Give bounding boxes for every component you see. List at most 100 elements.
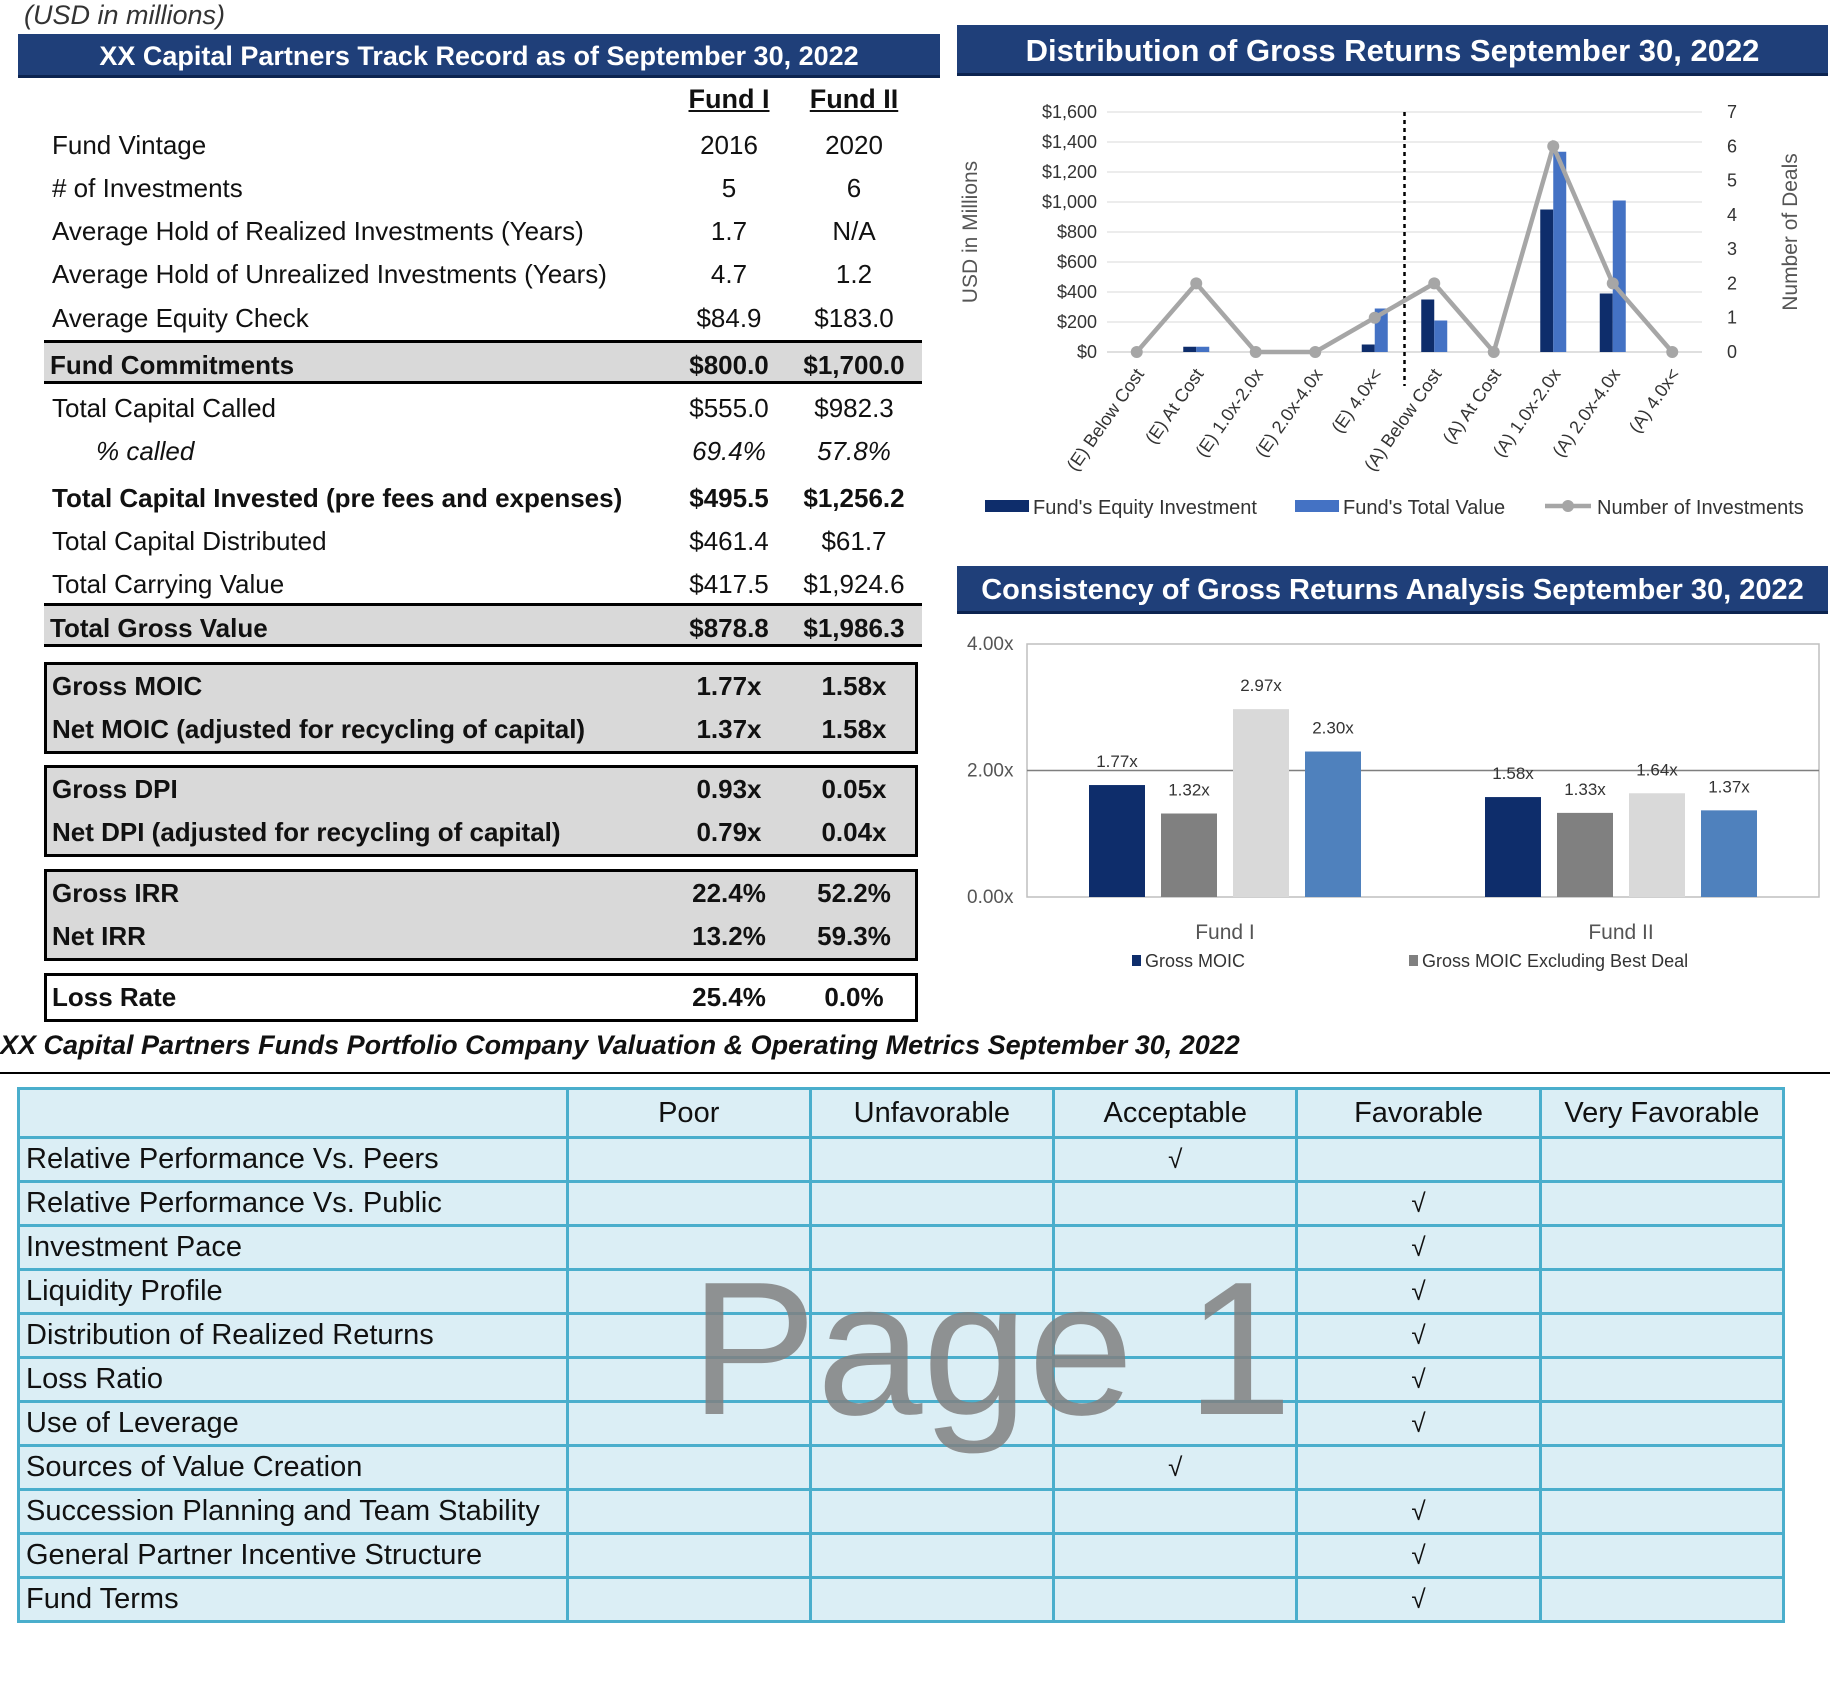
metrics-row: General Partner Incentive Structure √ [17,1532,1786,1579]
y-tick-label: $1,200 [1042,162,1097,182]
y-tick-label: $400 [1057,282,1097,302]
rating-cell [565,1356,812,1403]
rating-cell [1052,1180,1299,1227]
rating-cell [1538,1224,1786,1271]
metric-label: Liquidity Profile [17,1268,569,1315]
rating-cell [1052,1532,1299,1579]
y2-tick-label: 0 [1727,342,1737,362]
row-label: Net DPI (adjusted for recycling of capit… [52,817,561,847]
checkmark-icon: √ [1295,1180,1542,1227]
rating-cell [808,1180,1056,1227]
fund-i-value: 0.93x [696,774,762,804]
loss-rate-box: Loss Rate 25.4% 0.0% [44,973,918,1022]
row-label: Total Gross Value [50,613,268,643]
data-label: 1.58x [1492,764,1534,783]
checkmark-icon: √ [1295,1312,1542,1359]
bar [1305,751,1361,897]
data-label: 1.64x [1636,760,1678,779]
rating-cell [565,1224,812,1271]
y2-axis-title: Number of Deals [1779,153,1802,311]
metrics-row: Fund Terms √ [17,1576,1786,1623]
rating-cell [1538,1576,1786,1623]
fund-ii-value: 2020 [825,130,883,160]
fund-i-value: $417.5 [689,569,769,599]
col-unfavorable: Unfavorable [808,1087,1056,1139]
col-acceptable: Acceptable [1052,1087,1299,1139]
checkmark-icon: √ [1295,1224,1542,1271]
metric-label: Relative Performance Vs. Public [17,1180,569,1227]
metrics-title-rule [0,1072,1830,1074]
rating-cell [565,1400,812,1447]
row-label: Net IRR [52,921,146,951]
line-point [1368,311,1381,324]
irr-box: Gross IRR 22.4% 52.2% Net IRR 13.2% 59.3… [44,869,918,961]
x-tick-label: Fund I [1195,921,1255,944]
rating-cell [1538,1444,1786,1491]
metrics-title: XX Capital Partners Funds Portfolio Comp… [0,1030,1240,1060]
fund-i-value: 2016 [700,130,758,160]
rating-cell [565,1312,812,1359]
metrics-row: Relative Performance Vs. Public √ [17,1180,1786,1227]
fund-i-value: $555.0 [689,393,769,423]
rating-cell [1538,1312,1786,1359]
x-tick-label: (A) 4.0x< [1625,365,1684,437]
metric-label: Succession Planning and Team Stability [17,1488,569,1535]
data-label: 1.32x [1168,781,1210,800]
rating-cell [1538,1268,1786,1315]
metrics-label-column-header [17,1087,569,1139]
gross-moic-row: Gross MOIC 1.77x 1.58x [47,665,915,708]
line-point [1547,140,1560,153]
fund-i-value: 0.79x [696,817,762,847]
col-favorable: Favorable [1295,1087,1542,1139]
bar [1540,209,1554,352]
row-label: Total Capital Invested (pre fees and exp… [52,483,623,513]
line-point [1190,277,1203,290]
rating-cell [1295,1444,1542,1491]
fund-ii-value: $982.3 [814,393,894,423]
rating-cell [1052,1356,1299,1403]
fund-i-value: $84.9 [696,303,762,333]
fund-ii-value: $61.7 [821,526,887,556]
rating-cell [808,1488,1056,1535]
row-label: # of Investments [52,173,243,203]
legend-swatch [1132,955,1141,966]
legend-swatch [1409,955,1418,966]
metrics-row: Liquidity Profile √ [17,1268,1786,1315]
bar [1089,785,1145,897]
rating-cell [565,1268,812,1315]
line-point [1606,277,1619,290]
y-tick-label: $800 [1057,222,1097,242]
checkmark-icon: √ [1295,1356,1542,1403]
y-tick-label: $200 [1057,312,1097,332]
row-capital-distributed: Total Capital Distributed $461.4 $61.7 [44,519,922,563]
metrics-row: Succession Planning and Team Stability √ [17,1488,1786,1535]
row-label: Gross MOIC [52,671,203,701]
y2-tick-label: 1 [1727,308,1737,328]
bar [1553,151,1567,352]
y2-tick-label: 6 [1727,136,1737,156]
fund-i-value: $495.5 [689,483,769,513]
bar [1183,346,1197,352]
row-avg-equity-check: Average Equity Check $84.9 $183.0 [44,296,922,340]
line-point [1666,346,1679,358]
fund-i-value: 69.4% [692,436,766,466]
rating-cell [1052,1576,1299,1623]
legend-label: Fund's Equity Investment [1033,497,1257,519]
metrics-row: Use of Leverage √ [17,1400,1786,1447]
consistency-chart-title: Consistency of Gross Returns Analysis Se… [957,566,1828,614]
bar [1612,200,1626,352]
x-tick-label: Fund II [1588,921,1653,944]
data-label: 2.97x [1240,676,1282,695]
rating-cell [1052,1312,1299,1359]
bar [1421,299,1435,352]
fund-ii-value: 1.2 [835,259,873,289]
distribution-chart: $0 $200 $400 $600 $800 $1,000 $1,200 $1,400 $1,6… [959,102,1804,519]
metrics-row: Relative Performance Vs. Peers √ [17,1136,1786,1183]
fund-ii-value: 0.05x [821,774,887,804]
line-point [1309,346,1322,358]
row-label: Total Capital Distributed [52,526,327,556]
row-label: Total Carrying Value [52,569,285,599]
fund-i-value: 4.7 [710,259,748,289]
metric-label: Loss Ratio [17,1356,569,1403]
rating-cell [565,1136,812,1183]
